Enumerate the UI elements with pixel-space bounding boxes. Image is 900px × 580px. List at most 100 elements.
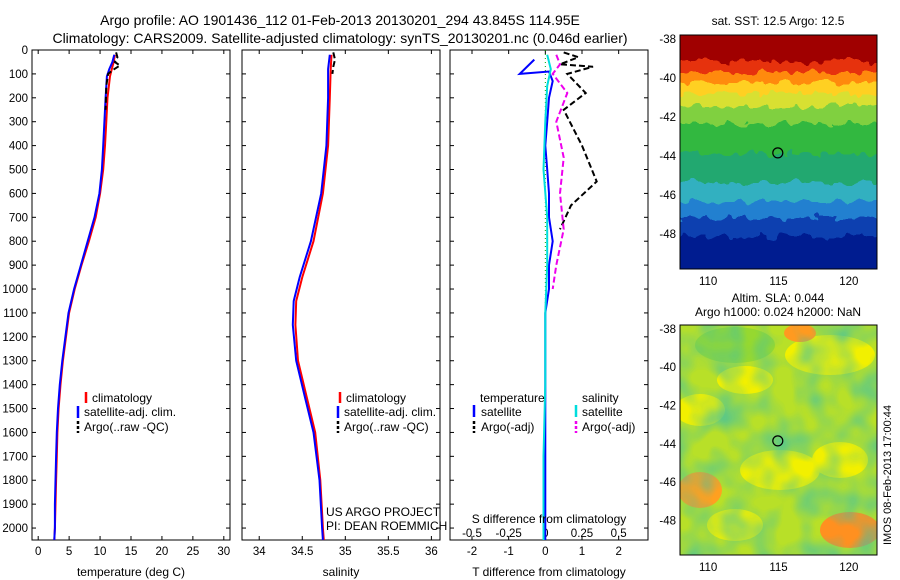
x2-tick-label: 0.5 (611, 528, 627, 540)
x-tick-label: 15 (125, 546, 138, 558)
y-tick-label: 600 (9, 188, 28, 200)
axis-ticks: 0100200300400500600700800900100011001200… (2, 34, 858, 574)
salinity-panel (241, 49, 441, 541)
temperature-legend: climatology satellite-adj. clim. Argo(..… (76, 391, 176, 434)
map-y-tick-label: -46 (659, 190, 676, 202)
series-line-climatology (53, 54, 116, 541)
series-line-temperature-argo-adj (559, 51, 598, 230)
x2-tick-label: -0.5 (462, 528, 482, 540)
y-tick-label: 800 (9, 236, 28, 248)
y-tick-label: 2000 (2, 523, 28, 535)
x-tick-label: 34 (253, 546, 266, 558)
x-tick-label: 0 (542, 546, 548, 558)
map-x-tick-label: 115 (769, 276, 787, 288)
y-tick-label: 1900 (2, 499, 28, 511)
y-tick-label: 1600 (2, 427, 28, 439)
sst-map (680, 35, 877, 269)
y-tick-label: 1400 (2, 380, 28, 392)
map-x-tick-label: 120 (839, 562, 858, 574)
y-tick-label: 300 (9, 117, 28, 129)
sla-map-title: Altim. SLA: 0.044 (732, 291, 825, 305)
legend-satellite-adj: satellite-adj. clim. (344, 405, 436, 419)
x-tick-label: 35.5 (377, 546, 399, 558)
series-line-climatology (294, 54, 333, 541)
x-tick-label: 34.5 (291, 546, 313, 558)
project-credit: US ARGO PROJECT (326, 505, 441, 519)
map-y-tick-label: -38 (659, 324, 676, 336)
sla-map-subtitle: Argo h1000: 0.024 h2000: NaN (695, 305, 861, 319)
legend-t-satellite: satellite (481, 405, 522, 419)
y-tick-label: 100 (9, 69, 28, 81)
series-line-salinity-argo-adj (551, 54, 569, 290)
sst-argo-location-marker (772, 147, 784, 159)
legend-climatology: climatology (346, 391, 406, 405)
map-y-tick-label: -38 (659, 34, 676, 46)
x-tick-label: 1 (579, 546, 585, 558)
y-tick-label: 0 (22, 45, 28, 57)
x-tick-label: 30 (217, 546, 230, 558)
legend-argo: Argo(..raw -QC) (344, 420, 429, 434)
series-line-salinity-satellite (542, 54, 552, 540)
sla-map-frame (679, 324, 878, 556)
y-tick-label: 1100 (3, 308, 28, 320)
profile-lines (53, 51, 598, 541)
map-x-tick-label: 115 (769, 562, 787, 574)
x-tick-label: -2 (467, 546, 477, 558)
y-tick-label: 900 (9, 260, 28, 272)
series-line-temperature-satellite (517, 58, 554, 540)
series-line-argo-raw-qc (331, 52, 337, 75)
salinity-xlabel: salinity (323, 565, 360, 579)
map-x-tick-label: 110 (699, 276, 717, 288)
sst-map-frame (679, 34, 878, 270)
sla-map (680, 325, 877, 555)
map-y-tick-label: -46 (659, 477, 676, 489)
difference-panel (449, 49, 649, 541)
map-y-tick-label: -48 (659, 229, 676, 241)
pi-credit: PI: DEAN ROEMMICH (326, 519, 447, 533)
map-x-tick-label: 110 (699, 562, 717, 574)
x-tick-label: 25 (186, 546, 199, 558)
temperature-xlabel: temperature (deg C) (77, 565, 185, 579)
map-y-tick-label: -42 (659, 401, 676, 413)
difference-legend: temperature satellite Argo(-adj) salinit… (472, 391, 635, 434)
x-tick-label: 2 (615, 546, 621, 558)
x-tick-label: 10 (94, 546, 107, 558)
x-tick-label: 35 (339, 546, 352, 558)
y-tick-label: 1500 (2, 404, 28, 416)
x-tick-label: 36 (425, 546, 438, 558)
y-tick-label: 500 (9, 165, 28, 177)
t-difference-xlabel: T difference from climatology (472, 565, 626, 579)
legend-argo: Argo(..raw -QC) (84, 420, 169, 434)
x-tick-label: 5 (66, 546, 72, 558)
header-line-2: Climatology: CARS2009. Satellite-adjuste… (52, 30, 627, 46)
salinity-legend: climatology satellite-adj. clim. Argo(..… (336, 391, 436, 434)
legend-satellite-adj: satellite-adj. clim. (84, 405, 176, 419)
y-tick-label: 1700 (2, 451, 28, 463)
legend-climatology: climatology (92, 391, 152, 405)
map-x-tick-label: 120 (839, 276, 858, 288)
x-tick-label: -1 (504, 546, 514, 558)
legend-salinity-heading: salinity (582, 391, 619, 405)
map-y-tick-label: -48 (659, 516, 676, 528)
temperature-panel (31, 49, 231, 541)
y-tick-label: 1000 (2, 284, 28, 296)
series-line-satellite-adj-clim (53, 54, 116, 541)
y-tick-label: 1200 (2, 332, 28, 344)
x2-tick-label: -0.25 (496, 528, 522, 540)
x-tick-label: 0 (35, 546, 41, 558)
y-tick-label: 1300 (2, 356, 28, 368)
series-line-satellite-adj-clim (291, 54, 331, 541)
series-line-argo-raw-qc (104, 52, 122, 110)
sst-map-title: sat. SST: 12.5 Argo: 12.5 (712, 14, 845, 28)
map-y-tick-label: -40 (659, 362, 676, 374)
s-difference-xlabel: S difference from climatology (472, 512, 627, 526)
legend-temperature-heading: temperature (480, 391, 545, 405)
map-y-tick-label: -44 (659, 439, 676, 451)
map-y-tick-label: -40 (659, 73, 676, 85)
y-tick-label: 200 (9, 93, 28, 105)
y-tick-label: 400 (9, 141, 28, 153)
sla-argo-location-marker (772, 435, 784, 447)
header-line-1: Argo profile: AO 1901436_112 01-Feb-2013… (100, 12, 580, 28)
legend-s-satellite: satellite (582, 405, 623, 419)
